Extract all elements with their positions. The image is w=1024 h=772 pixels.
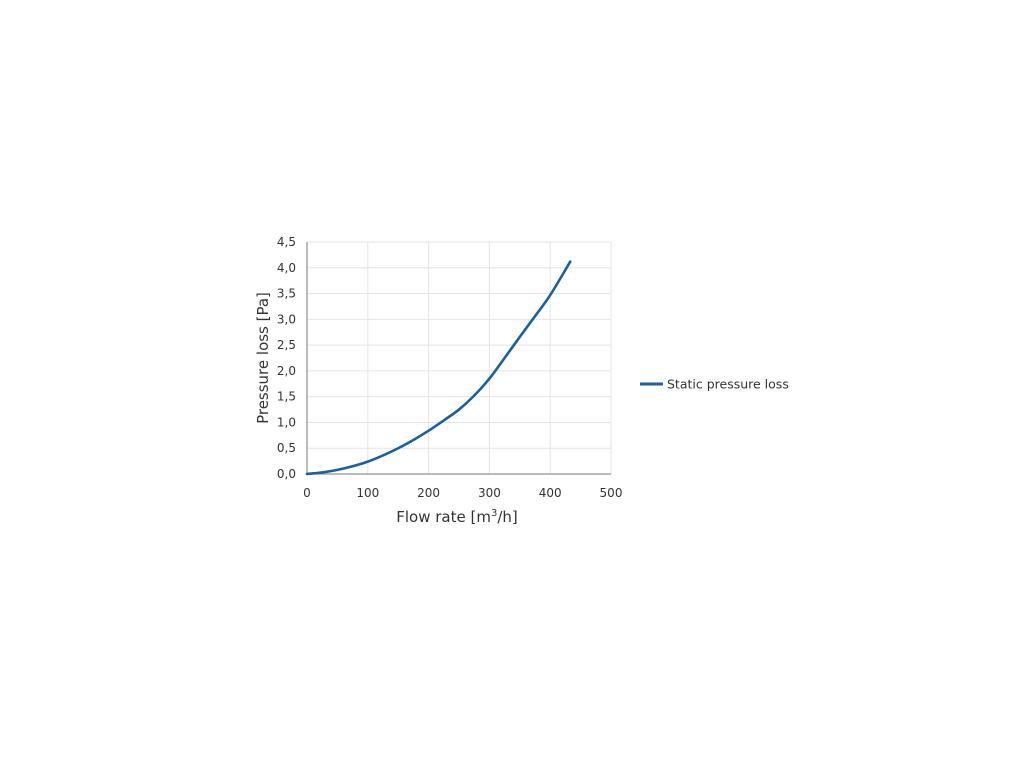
x-tick-label: 200: [417, 486, 440, 500]
legend: Static pressure loss: [640, 377, 789, 392]
series-line-static-pressure-loss: [305, 260, 572, 476]
axes: [306, 242, 611, 475]
y-tick-label: 4,5: [277, 235, 296, 249]
y-tick-label: 0,0: [277, 467, 296, 481]
x-tick-label: 100: [356, 486, 379, 500]
y-tick-label: 1,0: [277, 415, 296, 429]
y-tick-label: 4,0: [277, 261, 296, 275]
x-tick-label: 400: [539, 486, 562, 500]
x-tick-label: 500: [600, 486, 623, 500]
x-tick-label: 300: [478, 486, 501, 500]
y-tick-label: 0,5: [277, 441, 296, 455]
y-tick-label: 3,5: [277, 287, 296, 301]
x-axis-label: Flow rate [m3/h]: [396, 508, 518, 526]
y-tick-label: 2,0: [277, 364, 296, 378]
y-tick-label: 3,0: [277, 312, 296, 326]
legend-label: Static pressure loss: [667, 377, 789, 392]
series: [305, 260, 572, 476]
x-tick-label: 0: [303, 486, 311, 500]
y-tick-label: 1,5: [277, 390, 296, 404]
y-axis-label: Pressure loss [Pa]: [254, 292, 272, 424]
grid: [307, 241, 612, 474]
tick-labels: 0 100 200 300 400 500 0,0 0,5 1,0 1,5 2,0 2,5 3,0 3,5…: [277, 235, 623, 500]
y-tick-label: 2,5: [277, 338, 296, 352]
